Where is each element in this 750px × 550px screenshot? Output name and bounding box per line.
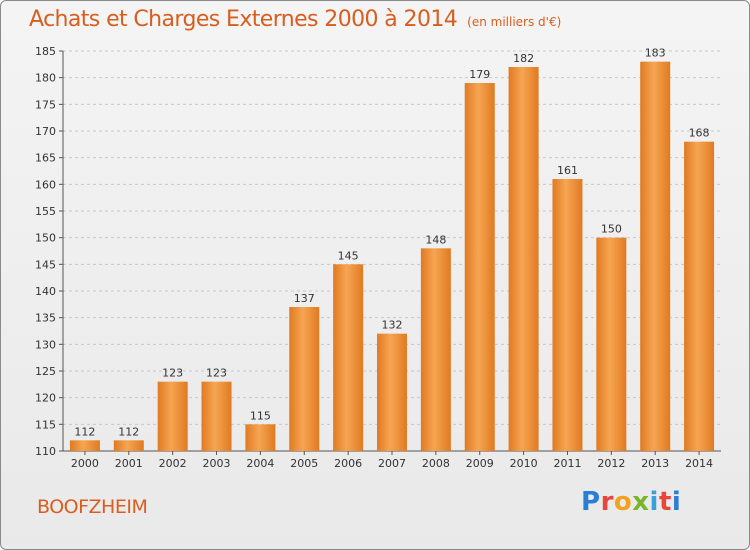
x-tick-label: 2009 bbox=[466, 457, 494, 470]
logo-letter: x bbox=[632, 487, 650, 517]
bar-value-label: 112 bbox=[74, 425, 95, 438]
chart-title-text: Achats et Charges Externes 2000 à 2014 bbox=[29, 7, 458, 32]
bar bbox=[333, 264, 364, 451]
bar-value-label: 132 bbox=[382, 319, 403, 332]
y-tick-label: 155 bbox=[35, 205, 56, 218]
bar bbox=[289, 307, 320, 451]
unit-note: (en milliers d'€) bbox=[467, 15, 562, 29]
bar-value-label: 112 bbox=[118, 425, 139, 438]
logo-letter: o bbox=[613, 487, 633, 517]
bar bbox=[245, 424, 276, 451]
x-tick-label: 2014 bbox=[685, 457, 713, 470]
x-tick-label: 2011 bbox=[553, 457, 581, 470]
x-tick-label: 2003 bbox=[203, 457, 231, 470]
bar bbox=[508, 67, 539, 451]
bar-value-label: 115 bbox=[250, 409, 271, 422]
bar-value-label: 137 bbox=[294, 292, 315, 305]
y-tick-label: 140 bbox=[35, 285, 56, 298]
x-tick-label: 2012 bbox=[597, 457, 625, 470]
y-tick-label: 120 bbox=[35, 392, 56, 405]
x-tick-label: 2004 bbox=[246, 457, 274, 470]
bar bbox=[69, 440, 100, 451]
proxiti-logo: Proxiti bbox=[581, 487, 681, 517]
x-tick-label: 2000 bbox=[71, 457, 99, 470]
y-tick-label: 160 bbox=[35, 178, 56, 191]
y-tick-label: 135 bbox=[35, 312, 56, 325]
bar-value-label: 123 bbox=[206, 367, 227, 380]
x-tick-label: 2001 bbox=[115, 457, 143, 470]
bar bbox=[640, 61, 671, 452]
bar bbox=[201, 381, 232, 451]
logo-letter: i bbox=[671, 487, 682, 517]
bar-value-label: 168 bbox=[689, 127, 710, 140]
y-tick-label: 175 bbox=[35, 98, 56, 111]
bar bbox=[596, 237, 627, 451]
bar-value-label: 182 bbox=[513, 52, 534, 65]
y-tick-label: 110 bbox=[35, 445, 56, 458]
y-tick-label: 180 bbox=[35, 72, 56, 85]
city-name: BOOFZHEIM bbox=[37, 496, 148, 518]
bar bbox=[113, 440, 144, 451]
bar bbox=[157, 381, 188, 451]
y-tick-label: 185 bbox=[35, 45, 56, 58]
x-tick-label: 2010 bbox=[510, 457, 538, 470]
bar-value-label: 161 bbox=[557, 164, 578, 177]
x-tick-label: 2005 bbox=[290, 457, 318, 470]
chart-title: Achats et Charges Externes 2000 à 2014 (e… bbox=[29, 7, 561, 32]
bar bbox=[684, 141, 715, 451]
bar bbox=[377, 333, 407, 451]
logo-letter: r bbox=[600, 487, 614, 517]
y-tick-label: 130 bbox=[35, 338, 56, 351]
x-tick-label: 2006 bbox=[334, 457, 362, 470]
bar bbox=[552, 179, 583, 451]
x-tick-label: 2013 bbox=[641, 457, 669, 470]
logo-letter: t bbox=[658, 487, 672, 517]
logo-letter: i bbox=[649, 487, 659, 517]
x-tick-label: 2002 bbox=[159, 457, 187, 470]
bar-value-label: 183 bbox=[645, 47, 666, 60]
x-tick-label: 2007 bbox=[378, 457, 406, 470]
bar-value-label: 148 bbox=[425, 233, 446, 246]
x-tick-label: 2008 bbox=[422, 457, 450, 470]
y-tick-label: 115 bbox=[35, 418, 56, 431]
y-tick-label: 170 bbox=[35, 125, 56, 138]
bar-value-label: 145 bbox=[338, 249, 359, 262]
bar-value-label: 150 bbox=[601, 223, 622, 236]
bar-value-label: 123 bbox=[162, 367, 183, 380]
y-tick-label: 165 bbox=[35, 152, 56, 165]
logo-letter: P bbox=[581, 487, 601, 517]
y-tick-label: 150 bbox=[35, 232, 56, 245]
bar bbox=[420, 248, 451, 451]
y-tick-label: 125 bbox=[35, 365, 56, 378]
y-tick-label: 145 bbox=[35, 258, 56, 271]
bar-value-label: 179 bbox=[469, 68, 490, 81]
bar bbox=[464, 83, 495, 451]
